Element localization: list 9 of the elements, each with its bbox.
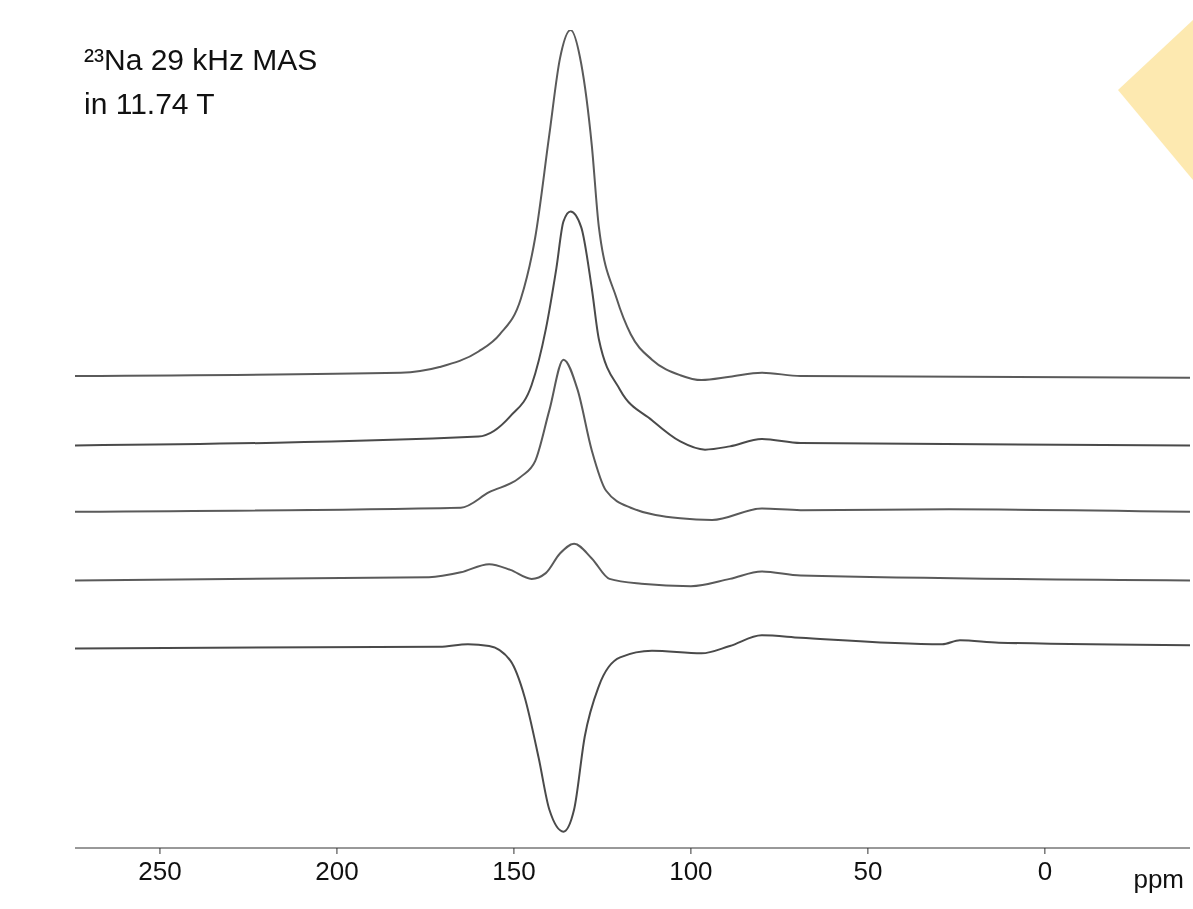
annotation: ²³Na 29 kHz MAS <box>84 42 318 78</box>
x-tick-label: 150 <box>492 856 536 887</box>
x-tick-label: 0 <box>1037 856 1053 887</box>
x-tick-label: 100 <box>669 856 713 887</box>
x-tick-label: 200 <box>315 856 359 887</box>
x-tick-label: 50 <box>853 856 883 887</box>
x-tick-label: 250 <box>138 856 182 887</box>
x-axis-title: ppm <box>1133 864 1184 894</box>
annotation: in 11.74 T <box>84 86 216 122</box>
